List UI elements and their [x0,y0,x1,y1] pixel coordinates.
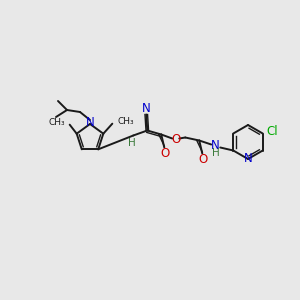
Text: N: N [211,139,220,152]
Text: N: N [85,116,94,130]
Text: H: H [212,148,220,158]
Text: O: O [161,147,170,160]
Text: CH₃: CH₃ [48,118,65,127]
Text: CH₃: CH₃ [117,117,134,126]
Text: O: O [199,153,208,166]
Text: N: N [244,152,252,166]
Text: H: H [128,137,136,148]
Text: O: O [172,133,181,146]
Text: N: N [142,102,151,115]
Text: Cl: Cl [266,125,278,138]
